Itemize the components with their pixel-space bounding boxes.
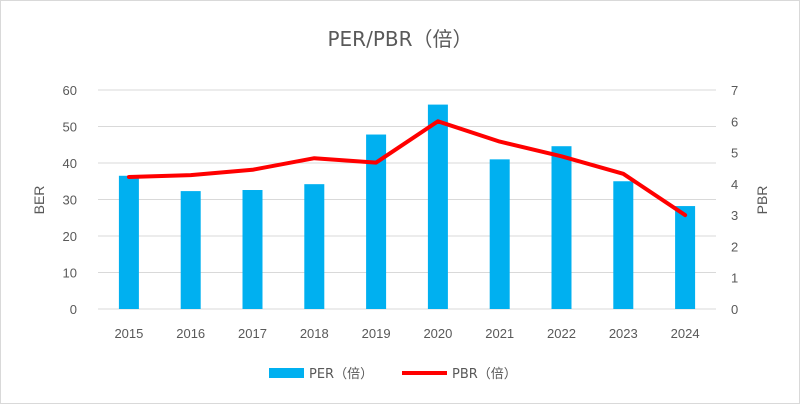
bar bbox=[304, 184, 325, 309]
legend-label-per: PER（倍） bbox=[309, 367, 373, 382]
x-axis-tick-label: 2022 bbox=[547, 326, 576, 341]
left-axis-tick-label: 50 bbox=[63, 120, 77, 135]
bar-series bbox=[118, 104, 696, 309]
right-axis-tick-label: 6 bbox=[731, 114, 738, 129]
right-axis-tick-label: 4 bbox=[731, 177, 738, 192]
x-axis-tick-label: 2015 bbox=[114, 326, 143, 341]
bar bbox=[551, 146, 572, 309]
pbr-line bbox=[126, 119, 688, 218]
bar bbox=[489, 159, 510, 309]
right-axis-tick-label: 3 bbox=[731, 208, 738, 223]
chart-title: PER/PBR（倍） bbox=[327, 27, 472, 51]
left-axis: 0 10 20 30 40 50 60 bbox=[63, 83, 77, 317]
left-axis-tick-label: 0 bbox=[70, 302, 77, 317]
x-axis-tick-label: 2017 bbox=[238, 326, 267, 341]
bar bbox=[613, 181, 634, 309]
left-axis-title: BER bbox=[31, 186, 47, 215]
left-axis-tick-label: 10 bbox=[63, 266, 77, 281]
gridlines bbox=[98, 89, 716, 310]
bar bbox=[118, 175, 139, 309]
x-axis: 2015 2016 2017 2018 2019 2020 2021 2022 2023 2024 bbox=[114, 326, 699, 341]
left-axis-tick-label: 60 bbox=[63, 83, 77, 98]
x-axis-tick-label: 2016 bbox=[176, 326, 205, 341]
x-axis-tick-label: 2020 bbox=[423, 326, 452, 341]
right-axis-tick-label: 0 bbox=[731, 302, 738, 317]
left-axis-tick-label: 30 bbox=[63, 193, 77, 208]
right-axis-title: PBR bbox=[754, 186, 770, 215]
legend: PER（倍） PBR（倍） bbox=[269, 367, 517, 382]
right-axis-tick-label: 5 bbox=[731, 146, 738, 161]
right-axis-tick-label: 7 bbox=[731, 83, 738, 98]
left-axis-tick-label: 20 bbox=[63, 229, 77, 244]
legend-swatch-per bbox=[269, 368, 304, 378]
x-axis-tick-label: 2024 bbox=[671, 326, 700, 341]
x-axis-tick-label: 2023 bbox=[609, 326, 638, 341]
x-axis-tick-label: 2018 bbox=[300, 326, 329, 341]
bar bbox=[427, 104, 448, 309]
right-axis-tick-label: 1 bbox=[731, 271, 738, 286]
legend-label-pbr: PBR（倍） bbox=[452, 367, 517, 382]
x-axis-tick-label: 2021 bbox=[485, 326, 514, 341]
bar bbox=[180, 191, 201, 309]
x-axis-tick-label: 2019 bbox=[362, 326, 391, 341]
right-axis-tick-label: 2 bbox=[731, 239, 738, 254]
right-axis: 0 1 2 3 4 5 6 7 bbox=[731, 83, 738, 317]
line-series bbox=[126, 119, 688, 218]
bar bbox=[366, 134, 387, 309]
left-axis-tick-label: 40 bbox=[63, 156, 77, 171]
bar bbox=[675, 206, 696, 309]
bar bbox=[242, 190, 263, 309]
